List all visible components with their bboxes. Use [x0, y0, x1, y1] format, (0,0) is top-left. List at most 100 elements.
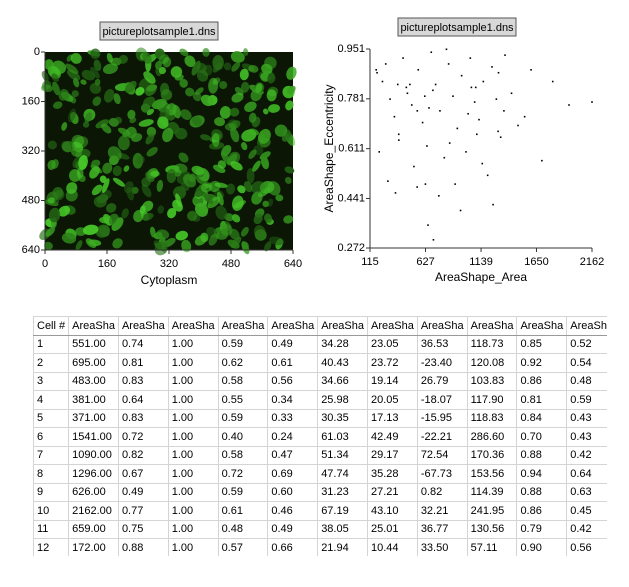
table-cell: -15.95 [416, 408, 468, 428]
table-cell: 36.53 [416, 334, 468, 354]
cell [253, 213, 263, 225]
cell [275, 194, 284, 202]
scatter-point [417, 69, 420, 71]
x-tick-label: 640 [284, 258, 302, 270]
cell [61, 141, 75, 153]
scatter-point [393, 115, 396, 118]
scatter-point [591, 101, 593, 103]
table-cell: 1.00 [167, 408, 219, 428]
scatter-point [448, 142, 451, 144]
column-header: AreaSha [117, 316, 169, 336]
cell [67, 69, 81, 81]
table-row: 7 1090.00 0.82 1.00 0.58 0.47 51.34 29.17 72.54 1… [33, 445, 607, 465]
cell [224, 123, 237, 131]
title-box [397, 17, 517, 37]
cell [194, 235, 207, 246]
table-cell: 0.90 [516, 538, 568, 556]
table-cell: 25.01 [367, 519, 418, 539]
scatter-point [452, 95, 454, 97]
cell [261, 63, 273, 75]
table-cell: 0.94 [516, 464, 568, 484]
cell [121, 208, 129, 219]
table-cell: 483.00 [68, 371, 119, 391]
table-cell: 0.64 [117, 390, 169, 410]
cell [284, 166, 295, 174]
table-cell: 25.98 [317, 390, 368, 410]
scatter-point [387, 180, 389, 182]
cell [191, 165, 205, 176]
scatter-point [469, 57, 472, 59]
table-cell: 7 [33, 445, 70, 465]
table-cell: -23.40 [416, 353, 468, 373]
cell [175, 193, 182, 208]
scatter-point [465, 151, 467, 153]
scatter-point [456, 127, 459, 130]
scatter-point [416, 186, 418, 188]
table-cell: 0.81 [516, 390, 568, 410]
scatter-point [495, 98, 498, 100]
cell [146, 146, 158, 157]
scatter-point [434, 83, 437, 86]
cell [248, 128, 259, 136]
cell [157, 205, 165, 214]
table-cell: 10 [33, 501, 70, 521]
cell [91, 184, 103, 196]
cell [229, 107, 240, 117]
table-cell: 1.00 [167, 390, 219, 410]
table-cell: 0.47 [267, 445, 319, 465]
table-cell: -18.07 [416, 390, 468, 410]
table-cell: 0.77 [117, 501, 169, 521]
scatter-point [432, 238, 435, 241]
y-tick-label: 0.611 [338, 143, 365, 155]
y-axis-title: AreaShape_Eccentricity [322, 84, 336, 212]
cell [196, 69, 209, 82]
y-tick-label: 320 [22, 145, 40, 157]
cell [71, 148, 82, 157]
cell [145, 133, 155, 145]
cell [184, 55, 196, 68]
table-cell: 0.45 [566, 501, 607, 521]
scatter-point [530, 69, 532, 71]
cell [150, 226, 156, 238]
table-cell: 38.05 [317, 519, 368, 539]
table-row: 3 483.00 0.83 1.00 0.58 0.56 34.66 19.14 26.79 10… [33, 371, 607, 391]
column-header: AreaSha [217, 316, 269, 336]
cell [66, 182, 78, 194]
cell [185, 87, 195, 97]
cell [112, 238, 123, 249]
table-cell: 0.61 [217, 501, 269, 521]
table-cell: 36.77 [416, 519, 468, 539]
table-cell: 0.86 [516, 501, 568, 521]
table-row: 8 1296.00 0.67 1.00 0.72 0.69 47.74 35.28 -67.73… [33, 464, 607, 484]
table-cell: 371.00 [68, 408, 119, 428]
table-cell: 551.00 [68, 334, 119, 354]
cell [127, 109, 136, 120]
cell [248, 149, 257, 159]
cell [155, 61, 162, 70]
cell [200, 182, 213, 193]
cell [243, 181, 253, 193]
cell [106, 52, 113, 63]
table-cell: 1.00 [167, 482, 219, 502]
table-cell: 0.42 [566, 519, 607, 539]
cell [162, 56, 172, 68]
y-tick-label: 0.441 [337, 192, 365, 204]
table-cell: 0.43 [566, 427, 607, 447]
cell [262, 200, 269, 208]
scatter-point [541, 159, 543, 162]
table-cell: 0.69 [267, 464, 319, 484]
cell [241, 142, 248, 151]
scatter-point [409, 83, 411, 86]
table-cell: 0.83 [117, 408, 169, 428]
cell [103, 88, 115, 103]
table-cell: 695.00 [68, 353, 119, 373]
plot-title: pictureplotsample1.dns [102, 26, 216, 38]
scatter-point [459, 209, 462, 212]
table-cell: 1090.00 [68, 445, 119, 465]
cell [233, 200, 246, 209]
cell [227, 151, 241, 164]
table-cell: 0.46 [267, 501, 319, 521]
cell [90, 48, 101, 60]
scatter-point [445, 48, 448, 51]
table-cell: 27.21 [367, 482, 418, 502]
